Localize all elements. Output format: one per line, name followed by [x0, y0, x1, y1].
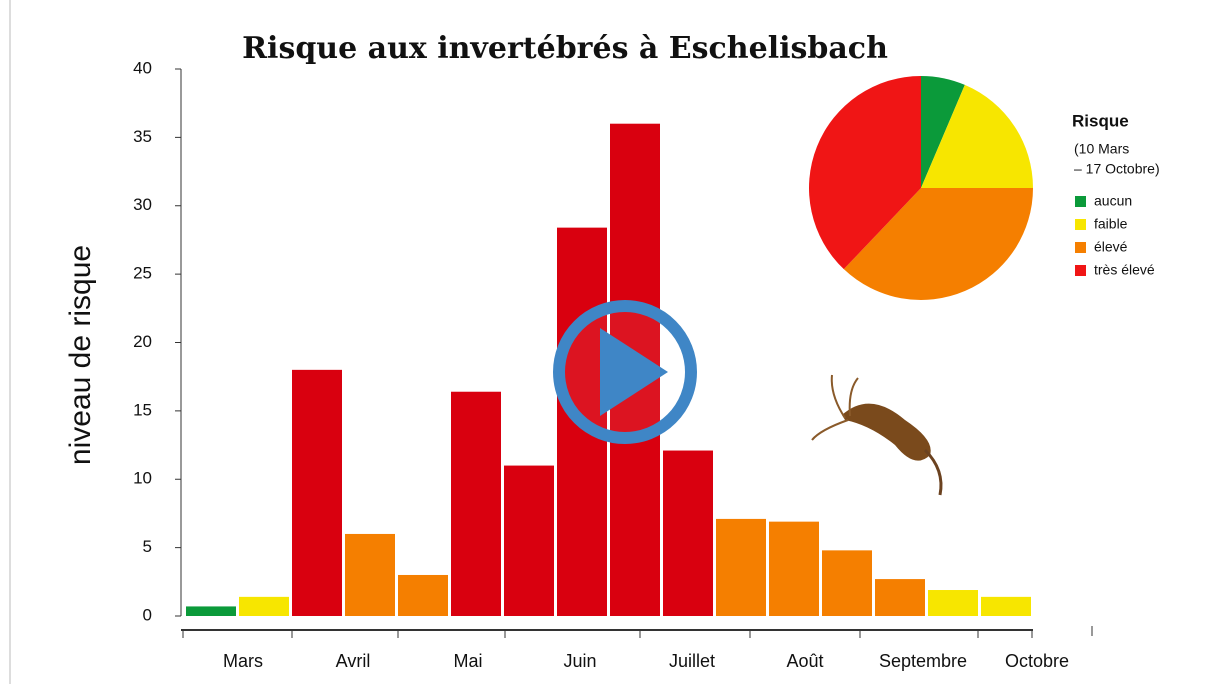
bar [292, 370, 342, 616]
legend-swatch [1075, 265, 1086, 276]
bar [822, 550, 872, 616]
legend-subtitle: (10 Mars [1074, 141, 1129, 157]
legend-title: Risque [1072, 111, 1129, 130]
y-tick-label: 40 [133, 58, 152, 77]
bar [345, 534, 395, 616]
bar [504, 466, 554, 616]
y-tick-label: 35 [133, 127, 152, 146]
y-axis-label: niveau de risque [64, 245, 97, 465]
chart: Risque aux invertébrés à Eschelisbach ni… [0, 0, 1222, 684]
x-tick-label: Avril [336, 651, 371, 671]
x-tick-label: Mars [223, 651, 263, 671]
x-tick-label: Août [786, 651, 823, 671]
y-tick-label: 25 [133, 264, 152, 283]
y-tick-label: 30 [133, 195, 152, 214]
legend-swatch [1075, 219, 1086, 230]
bar [981, 597, 1031, 616]
y-tick-label: 5 [143, 537, 152, 556]
legend-label: très élevé [1094, 262, 1155, 278]
bar [398, 575, 448, 616]
x-tick-label: Juillet [669, 651, 715, 671]
chart-title: Risque aux invertébrés à Eschelisbach [242, 31, 888, 66]
legend-label: aucun [1094, 193, 1132, 209]
x-tick-label: Septembre [879, 651, 967, 671]
y-tick-label: 20 [133, 332, 152, 351]
bar [663, 451, 713, 616]
bar [716, 519, 766, 616]
legend-subtitle: – 17 Octobre) [1074, 161, 1160, 177]
legend-swatch [1075, 196, 1086, 207]
x-tick-label: Octobre [1005, 651, 1069, 671]
legend-label: faible [1094, 216, 1128, 232]
x-tick-label: Juin [563, 651, 596, 671]
y-tick-label: 15 [133, 400, 152, 419]
bar [875, 579, 925, 616]
shrimp-illustration [812, 375, 941, 495]
legend-label: élevé [1094, 239, 1128, 255]
y-tick-label: 10 [133, 469, 152, 488]
y-tick-label: 0 [143, 605, 152, 624]
bar [769, 522, 819, 616]
legend-swatch [1075, 242, 1086, 253]
bar [186, 606, 236, 616]
x-tick-label: Mai [453, 651, 482, 671]
bar [451, 392, 501, 616]
bar [928, 590, 978, 616]
bar [239, 597, 289, 616]
